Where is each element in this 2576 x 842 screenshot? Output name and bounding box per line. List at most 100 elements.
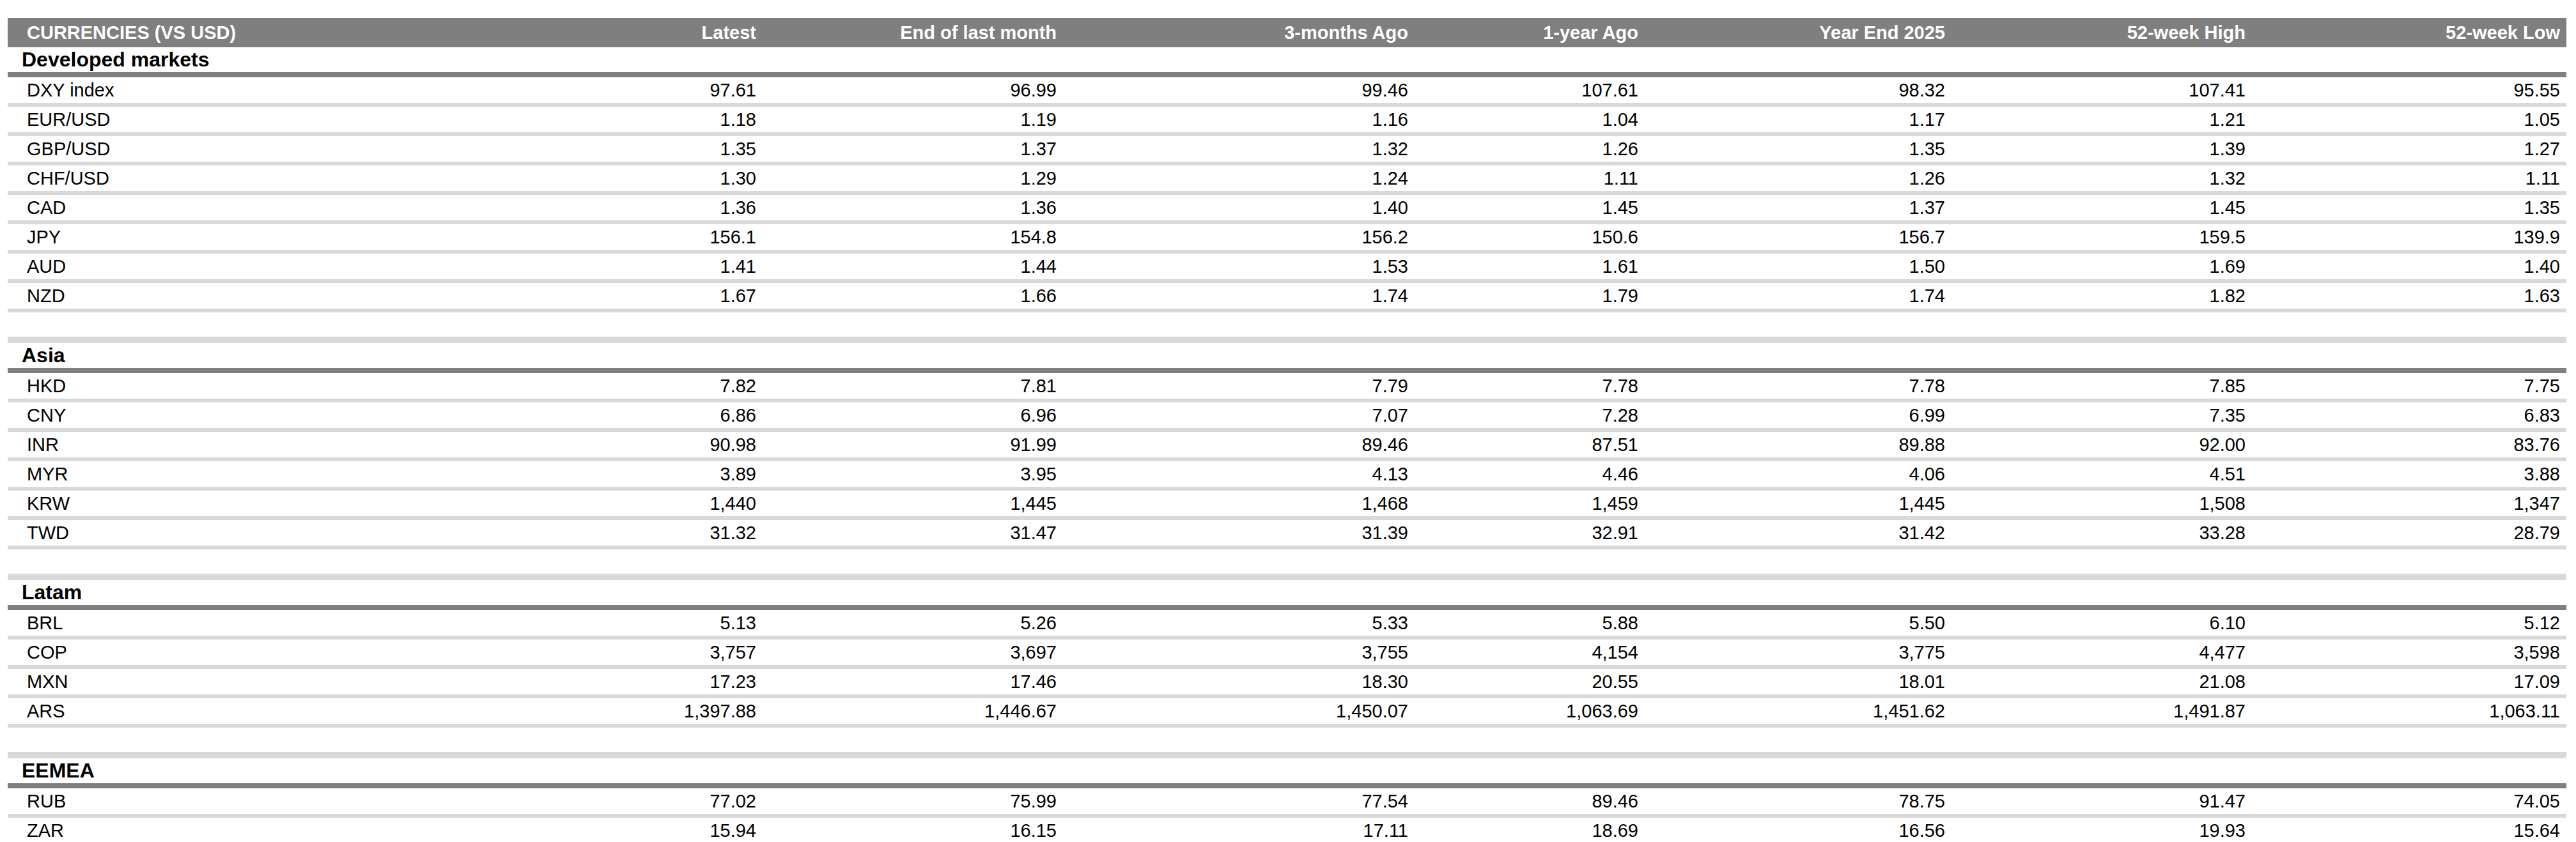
currency-label: TWD [8, 518, 571, 547]
currency-label: EUR/USD [8, 105, 571, 134]
cell-52-week-low: 139.9 [2252, 222, 2566, 252]
currency-label: AUD [8, 252, 571, 281]
cell-1-year-ago: 1,459 [1415, 489, 1645, 518]
cell-52-week-high: 4.51 [1951, 459, 2252, 489]
column-header-52-week-low: 52-week Low [2252, 18, 2566, 47]
cell-year-end-2025: 98.32 [1645, 75, 1951, 105]
cell-1-year-ago: 107.61 [1415, 75, 1645, 105]
cell-latest: 1.30 [571, 164, 763, 193]
cell-52-week-low: 7.75 [2252, 371, 2566, 401]
cell-end-of-last-month: 1.19 [763, 105, 1063, 134]
cell-latest: 1,440 [571, 489, 763, 518]
cell-latest: 1.67 [571, 281, 763, 310]
cell-52-week-low: 5.12 [2252, 608, 2566, 638]
cell-latest: 7.82 [571, 371, 763, 401]
cell-latest: 156.1 [571, 222, 763, 252]
cell-52-week-high: 21.08 [1951, 667, 2252, 696]
currency-label: ZAR [8, 816, 571, 842]
cell-year-end-2025: 16.56 [1645, 816, 1951, 842]
cell-52-week-high: 92.00 [1951, 430, 2252, 459]
cell-end-of-last-month: 96.99 [763, 75, 1063, 105]
cell-latest: 1.41 [571, 252, 763, 281]
section-title-row: EEMEA [8, 755, 2566, 786]
cell-1-year-ago: 4,154 [1415, 638, 1645, 667]
cell-year-end-2025: 89.88 [1645, 430, 1951, 459]
table-row: HKD 7.82 7.81 7.79 7.78 7.78 7.85 7.75 [8, 371, 2566, 401]
cell-end-of-last-month: 1.36 [763, 193, 1063, 222]
cell-year-end-2025: 78.75 [1645, 786, 1951, 816]
cell-52-week-low: 1.63 [2252, 281, 2566, 310]
cell-1-year-ago: 1.11 [1415, 164, 1645, 193]
cell-latest: 31.32 [571, 518, 763, 547]
cell-end-of-last-month: 3.95 [763, 459, 1063, 489]
table-row: MXN 17.23 17.46 18.30 20.55 18.01 21.08 … [8, 667, 2566, 696]
currency-label: INR [8, 430, 571, 459]
cell-52-week-low: 95.55 [2252, 75, 2566, 105]
cell-52-week-low: 17.09 [2252, 667, 2566, 696]
cell-1-year-ago: 1.45 [1415, 193, 1645, 222]
cell-52-week-high: 19.93 [1951, 816, 2252, 842]
cell-end-of-last-month: 6.96 [763, 401, 1063, 430]
column-header-currencies: CURRENCIES (VS USD) [8, 18, 571, 47]
cell-year-end-2025: 1,451.62 [1645, 696, 1951, 726]
section-gap [8, 726, 2566, 755]
cell-year-end-2025: 5.50 [1645, 608, 1951, 638]
cell-end-of-last-month: 154.8 [763, 222, 1063, 252]
section-latam: Latam BRL 5.13 5.26 5.33 5.88 5.50 6.10 … [8, 577, 2566, 726]
cell-1-year-ago: 87.51 [1415, 430, 1645, 459]
cell-52-week-low: 1.40 [2252, 252, 2566, 281]
table-row: COP 3,757 3,697 3,755 4,154 3,775 4,477 … [8, 638, 2566, 667]
cell-1-year-ago: 7.78 [1415, 371, 1645, 401]
cell-end-of-last-month: 1.66 [763, 281, 1063, 310]
currency-label: ARS [8, 696, 571, 726]
cell-1-year-ago: 150.6 [1415, 222, 1645, 252]
cell-1-year-ago: 7.28 [1415, 401, 1645, 430]
table-row: BRL 5.13 5.26 5.33 5.88 5.50 6.10 5.12 [8, 608, 2566, 638]
table-row: JPY 156.1 154.8 156.2 150.6 156.7 159.5 … [8, 222, 2566, 252]
section-asia: Asia HKD 7.82 7.81 7.79 7.78 7.78 7.85 7… [8, 340, 2566, 547]
currency-label: MYR [8, 459, 571, 489]
cell-year-end-2025: 1.37 [1645, 193, 1951, 222]
header-row: CURRENCIES (VS USD) Latest End of last m… [8, 18, 2566, 47]
cell-52-week-high: 1,491.87 [1951, 696, 2252, 726]
column-header-52-week-high: 52-week High [1951, 18, 2252, 47]
cell-52-week-low: 6.83 [2252, 401, 2566, 430]
cell-3-months-ago: 4.13 [1063, 459, 1415, 489]
cell-end-of-last-month: 1.44 [763, 252, 1063, 281]
cell-52-week-low: 3.88 [2252, 459, 2566, 489]
currency-label: MXN [8, 667, 571, 696]
cell-year-end-2025: 156.7 [1645, 222, 1951, 252]
cell-52-week-low: 3,598 [2252, 638, 2566, 667]
cell-52-week-low: 1.35 [2252, 193, 2566, 222]
section-developed-markets: Developed markets DXY index 97.61 96.99 … [8, 47, 2566, 310]
cell-52-week-low: 83.76 [2252, 430, 2566, 459]
cell-1-year-ago: 1.26 [1415, 134, 1645, 164]
currencies-table: CURRENCIES (VS USD) Latest End of last m… [8, 18, 2566, 842]
section-title: Asia [8, 340, 2566, 371]
currency-label: CAD [8, 193, 571, 222]
currency-label: CNY [8, 401, 571, 430]
section-title: Latam [8, 577, 2566, 608]
table-row: RUB 77.02 75.99 77.54 89.46 78.75 91.47 … [8, 786, 2566, 816]
column-header-1-year-ago: 1-year Ago [1415, 18, 1645, 47]
section-title-row: Asia [8, 340, 2566, 371]
section-gap-row [8, 726, 2566, 755]
section-gap-row [8, 547, 2566, 577]
cell-52-week-low: 15.64 [2252, 816, 2566, 842]
cell-year-end-2025: 1,445 [1645, 489, 1951, 518]
currency-label: HKD [8, 371, 571, 401]
cell-1-year-ago: 5.88 [1415, 608, 1645, 638]
cell-year-end-2025: 7.78 [1645, 371, 1951, 401]
cell-52-week-high: 7.35 [1951, 401, 2252, 430]
cell-end-of-last-month: 75.99 [763, 786, 1063, 816]
table-row: TWD 31.32 31.47 31.39 32.91 31.42 33.28 … [8, 518, 2566, 547]
cell-3-months-ago: 1.24 [1063, 164, 1415, 193]
cell-1-year-ago: 32.91 [1415, 518, 1645, 547]
cell-latest: 3,757 [571, 638, 763, 667]
section-title-row: Developed markets [8, 47, 2566, 75]
cell-year-end-2025: 18.01 [1645, 667, 1951, 696]
column-header-end-of-last-month: End of last month [763, 18, 1063, 47]
cell-latest: 1.18 [571, 105, 763, 134]
currency-label: GBP/USD [8, 134, 571, 164]
cell-year-end-2025: 3,775 [1645, 638, 1951, 667]
